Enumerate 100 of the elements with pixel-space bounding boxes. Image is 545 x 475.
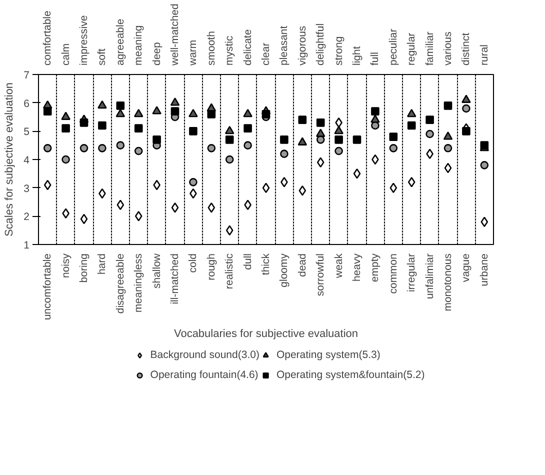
- point: [316, 128, 326, 137]
- text: clear: [260, 42, 272, 66]
- point: [208, 202, 216, 213]
- point: [353, 168, 361, 179]
- point: [444, 162, 452, 174]
- point: [298, 137, 308, 146]
- x-tick-label: dull: [242, 253, 254, 270]
- x-tick-label: heavy: [351, 252, 363, 282]
- text: vigorous: [296, 26, 308, 66]
- point: [116, 102, 125, 110]
- y-tick-label: 3: [24, 182, 30, 195]
- point: [134, 124, 143, 132]
- text: regular: [406, 32, 418, 66]
- x-tick-label: sorrowful: [314, 253, 327, 296]
- point: [462, 94, 471, 103]
- point: [116, 108, 126, 118]
- text: various: [442, 32, 454, 66]
- x-tick-label: boring: [78, 253, 90, 283]
- legend-label: Operating fountain(4.6): [150, 369, 258, 381]
- legend-label: Operating system(5.3): [276, 349, 380, 361]
- legend-label: Operating system&fountain(5.2): [276, 369, 425, 381]
- point: [226, 225, 234, 236]
- point: [480, 216, 488, 227]
- point: [170, 107, 180, 116]
- x-tick-label: weak: [332, 252, 345, 280]
- x-axis-title: Vocabularies for subjective evaluation: [174, 328, 358, 340]
- x-tick-label: disagreeable: [114, 253, 126, 314]
- point: [408, 177, 416, 188]
- x-tick-label: realistic: [224, 254, 236, 290]
- text: comfortable: [42, 10, 54, 66]
- x-tick-label: dead: [296, 253, 308, 277]
- point: [390, 182, 398, 193]
- y-tick-label: 7: [24, 70, 30, 82]
- point: [80, 118, 88, 127]
- point: [334, 126, 344, 134]
- point: [335, 118, 342, 128]
- point: [98, 100, 107, 109]
- point: [334, 136, 343, 144]
- x-tick-label: vague: [460, 253, 472, 282]
- legend-label: Background sound(3.0): [150, 349, 260, 361]
- point: [116, 141, 125, 150]
- text: meaning: [132, 25, 145, 66]
- point: [244, 141, 252, 150]
- x-tick-label: noisy: [60, 252, 72, 278]
- point: [244, 124, 252, 132]
- point: [352, 136, 362, 144]
- text: full: [369, 52, 382, 66]
- point: [189, 178, 198, 186]
- point: [98, 121, 106, 130]
- point: [426, 116, 434, 124]
- x-tick-label: uncomfortable: [42, 253, 54, 320]
- point: [98, 144, 106, 152]
- point: [43, 107, 52, 116]
- point: [389, 132, 398, 141]
- x-tick-label: unfalimiar: [424, 252, 436, 300]
- text: agreeable: [114, 18, 126, 66]
- text: smooth: [205, 30, 218, 66]
- point: [43, 144, 52, 152]
- text: warm: [187, 40, 200, 66]
- text: well-matched: [169, 3, 181, 66]
- x-tick-label: meaningless: [132, 253, 145, 312]
- y-tick-label: 4: [24, 154, 30, 166]
- text: distinct: [460, 32, 472, 66]
- point: [80, 144, 88, 152]
- text: peculiar: [387, 28, 400, 66]
- point: [152, 136, 161, 144]
- point: [444, 144, 452, 152]
- text: deep: [150, 42, 163, 66]
- point: [280, 136, 288, 144]
- point: [298, 186, 306, 196]
- point: [225, 155, 234, 164]
- x-tick-label: gloomy: [278, 252, 290, 288]
- point: [189, 127, 198, 136]
- text: delightful: [314, 23, 327, 66]
- point: [188, 108, 198, 118]
- point: [444, 102, 452, 110]
- point: [207, 144, 216, 152]
- text: mystic: [224, 36, 236, 66]
- point: [224, 126, 234, 134]
- text: pleasant: [278, 26, 290, 66]
- y-axis-title: Scales for subjective evaluation: [4, 82, 16, 237]
- point: [426, 130, 434, 138]
- x-tick-label: ill-matched: [169, 253, 181, 304]
- x-tick-label: monotonous: [442, 253, 454, 312]
- point: [370, 114, 380, 123]
- y-tick-label: 5: [24, 126, 30, 138]
- point: [406, 108, 416, 118]
- point: [443, 132, 453, 140]
- x-tick-label: cold: [187, 253, 200, 273]
- point: [134, 146, 143, 156]
- text: impressive: [78, 15, 90, 66]
- point: [462, 127, 470, 136]
- x-tick-label: irregular: [406, 252, 418, 292]
- point: [262, 182, 270, 193]
- text: light: [351, 46, 363, 66]
- point: [262, 110, 270, 118]
- point: [207, 110, 216, 118]
- point: [298, 116, 307, 124]
- text: familiar: [424, 31, 436, 66]
- y-tick-label: 6: [24, 98, 30, 110]
